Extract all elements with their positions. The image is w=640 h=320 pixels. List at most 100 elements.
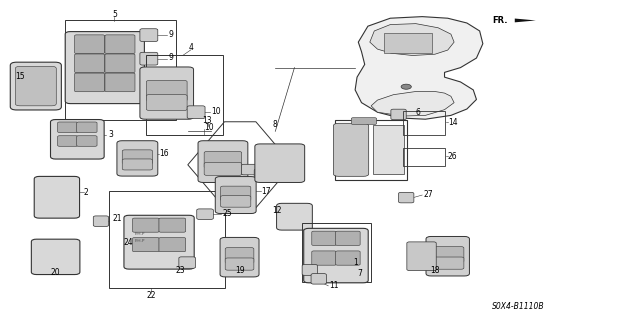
FancyBboxPatch shape (225, 248, 254, 263)
FancyBboxPatch shape (187, 106, 205, 119)
FancyBboxPatch shape (105, 54, 135, 73)
Bar (403, 111, 445, 135)
Text: 5: 5 (112, 10, 117, 19)
Text: 9: 9 (168, 30, 173, 39)
FancyBboxPatch shape (124, 215, 194, 269)
FancyBboxPatch shape (407, 242, 436, 270)
FancyBboxPatch shape (312, 231, 336, 245)
Bar (109, 191, 225, 288)
Text: 19: 19 (235, 266, 244, 276)
Bar (384, 33, 432, 53)
Text: 11: 11 (330, 281, 339, 290)
FancyBboxPatch shape (351, 118, 376, 124)
FancyBboxPatch shape (335, 231, 360, 245)
FancyBboxPatch shape (105, 73, 135, 92)
Text: 25: 25 (222, 209, 232, 218)
Polygon shape (371, 92, 454, 116)
FancyBboxPatch shape (198, 141, 248, 182)
Bar (335, 120, 407, 180)
FancyBboxPatch shape (105, 35, 135, 53)
FancyBboxPatch shape (179, 257, 195, 268)
FancyBboxPatch shape (431, 247, 464, 262)
Text: 16: 16 (159, 149, 169, 158)
FancyBboxPatch shape (140, 29, 158, 42)
Circle shape (401, 84, 412, 89)
Text: P.H.P: P.H.P (134, 232, 145, 236)
FancyBboxPatch shape (426, 236, 469, 276)
FancyBboxPatch shape (15, 66, 56, 106)
Text: 17: 17 (261, 187, 271, 196)
Polygon shape (270, 157, 290, 166)
Text: 8: 8 (272, 120, 277, 130)
FancyBboxPatch shape (159, 237, 186, 252)
Bar (372, 125, 404, 174)
FancyBboxPatch shape (140, 52, 158, 65)
FancyBboxPatch shape (58, 136, 78, 146)
FancyBboxPatch shape (132, 237, 159, 252)
Bar (403, 148, 445, 166)
FancyBboxPatch shape (10, 62, 61, 110)
Bar (302, 223, 371, 282)
Text: 2: 2 (84, 188, 88, 197)
FancyBboxPatch shape (304, 228, 368, 283)
FancyBboxPatch shape (122, 150, 152, 164)
FancyBboxPatch shape (311, 274, 326, 284)
FancyBboxPatch shape (51, 120, 104, 159)
Text: 3: 3 (108, 130, 113, 139)
FancyBboxPatch shape (77, 122, 97, 132)
FancyBboxPatch shape (75, 73, 104, 92)
Text: 7: 7 (357, 269, 362, 278)
Text: 9: 9 (168, 53, 173, 62)
Text: 14: 14 (448, 118, 458, 127)
FancyBboxPatch shape (333, 123, 369, 176)
FancyBboxPatch shape (34, 176, 79, 218)
Bar (147, 55, 223, 135)
FancyBboxPatch shape (276, 203, 312, 230)
Polygon shape (355, 17, 483, 119)
FancyBboxPatch shape (391, 109, 406, 120)
Text: 26: 26 (448, 152, 458, 161)
Bar (65, 20, 176, 120)
Text: 13: 13 (202, 116, 212, 125)
Text: 15: 15 (15, 72, 24, 81)
FancyBboxPatch shape (117, 141, 158, 176)
Text: 10: 10 (204, 123, 214, 132)
FancyBboxPatch shape (399, 192, 414, 203)
FancyBboxPatch shape (221, 196, 251, 207)
FancyBboxPatch shape (65, 32, 145, 104)
FancyBboxPatch shape (93, 216, 109, 227)
Text: 18: 18 (430, 266, 440, 276)
FancyBboxPatch shape (204, 163, 242, 175)
Text: 22: 22 (147, 291, 156, 300)
FancyBboxPatch shape (196, 209, 213, 220)
FancyBboxPatch shape (302, 265, 317, 275)
Text: 27: 27 (424, 189, 433, 199)
Text: 23: 23 (175, 266, 185, 276)
Text: 4: 4 (189, 43, 193, 52)
FancyBboxPatch shape (312, 251, 336, 265)
FancyBboxPatch shape (220, 237, 259, 277)
Text: 1: 1 (353, 258, 358, 267)
FancyBboxPatch shape (58, 122, 78, 132)
Text: 24: 24 (124, 238, 133, 247)
Text: P.H.P: P.H.P (134, 239, 145, 243)
Text: 21: 21 (113, 214, 122, 223)
FancyBboxPatch shape (225, 258, 254, 270)
FancyBboxPatch shape (147, 81, 187, 101)
FancyBboxPatch shape (140, 67, 193, 119)
Text: S0X4-B1110B: S0X4-B1110B (492, 302, 544, 311)
FancyBboxPatch shape (122, 159, 152, 170)
Text: 6: 6 (416, 108, 420, 117)
FancyBboxPatch shape (204, 152, 242, 168)
FancyBboxPatch shape (254, 169, 271, 180)
FancyBboxPatch shape (241, 164, 258, 175)
Text: 12: 12 (272, 206, 282, 215)
FancyBboxPatch shape (335, 251, 360, 265)
FancyBboxPatch shape (431, 257, 464, 269)
FancyBboxPatch shape (159, 218, 186, 232)
Text: 10: 10 (211, 107, 221, 116)
FancyBboxPatch shape (215, 177, 256, 213)
Polygon shape (370, 24, 454, 55)
Text: 20: 20 (51, 268, 60, 277)
FancyBboxPatch shape (75, 54, 104, 73)
